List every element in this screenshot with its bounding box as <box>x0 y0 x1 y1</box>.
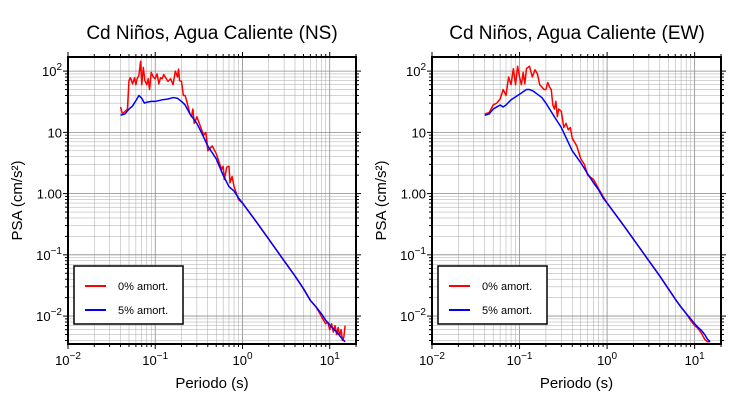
y-tick-mantissa: 1.0 <box>401 187 419 202</box>
y-tick-mantissa: 1.0 <box>37 187 55 202</box>
legend-label: 0% amort. <box>482 281 532 293</box>
grid <box>431 57 722 344</box>
legend: 0% amort. 5% amort. <box>73 265 184 325</box>
chart-panel-2: 10−2 10−1 100 101 10−2 10−1 1.00 10 102 Cd Niños,… <box>373 23 726 392</box>
y-tick-label: 10−1 <box>36 246 62 263</box>
x-tick-label: 10−1 <box>142 351 168 368</box>
x-tick-label: 10−2 <box>419 351 445 368</box>
x-tick-label: 100 <box>597 351 617 368</box>
legend: 0% amort. 5% amort. <box>437 265 548 325</box>
x-tick-label: 101 <box>685 351 705 368</box>
x-tick-label: 101 <box>320 351 340 368</box>
y-axis-label: PSA (cm/s²) <box>373 160 390 240</box>
y-tick-label: 10−2 <box>400 307 426 324</box>
legend-label: 5% amort. <box>482 305 532 317</box>
y-tick-label: 102 <box>406 62 426 79</box>
plot-frame <box>67 56 357 345</box>
y-axis-label: PSA (cm/s²) <box>9 160 26 240</box>
tick-marks <box>63 52 361 349</box>
chart-title: Cd Niños, Agua Caliente (NS) <box>86 23 337 44</box>
y-tick-label: 1.00 <box>401 187 426 202</box>
x-axis-label: Periodo (s) <box>175 375 248 392</box>
plot-frame <box>431 56 722 345</box>
grid <box>67 57 357 344</box>
series-line-0pct <box>119 60 346 342</box>
y-tick-label: 10 <box>412 125 426 140</box>
y-tick-label: 10−1 <box>400 246 426 263</box>
series-line-5pct <box>484 88 711 343</box>
legend-box <box>437 265 548 325</box>
legend-label: 5% amort. <box>118 305 168 317</box>
series-line-5pct <box>120 94 346 343</box>
x-tick-label: 100 <box>232 351 252 368</box>
y-tick-label: 10 <box>48 125 62 140</box>
legend-box <box>73 265 184 325</box>
x-tick-label: 10−2 <box>55 351 81 368</box>
y-tick-label: 10−2 <box>36 307 62 324</box>
legend-label: 0% amort. <box>118 281 168 293</box>
y-tick-label: 102 <box>42 62 62 79</box>
chart-panel-1: 10−2 10−1 100 101 10−2 10−1 1.00 10 102 Cd Niños,… <box>9 23 361 392</box>
tick-marks <box>427 52 726 349</box>
chart-title: Cd Niños, Agua Caliente (EW) <box>449 23 705 44</box>
y-tick-label: 1.00 <box>37 187 62 202</box>
x-tick-label: 10−1 <box>507 351 533 368</box>
x-axis-label: Periodo (s) <box>540 375 613 392</box>
